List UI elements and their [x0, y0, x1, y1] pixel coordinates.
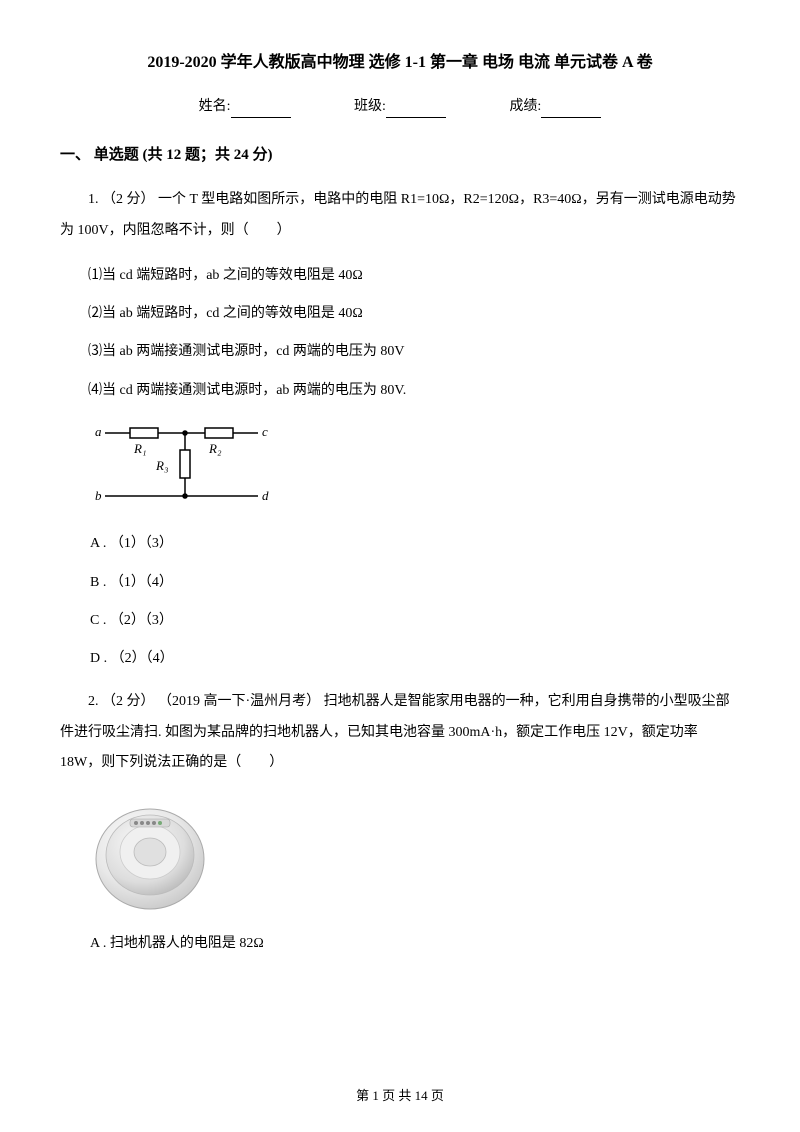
q1-sub3: ⑶当 ab 两端接通测试电源时，cd 两端的电压为 80V [60, 341, 740, 363]
q1-optC: C . （2）（3） [90, 610, 740, 632]
q1-sub4: ⑷当 cd 两端接通测试电源时，ab 两端的电压为 80V. [60, 380, 740, 402]
score-field: 成绩: [509, 96, 601, 118]
q1-sub1: ⑴当 cd 端短路时，ab 之间的等效电阻是 40Ω [60, 265, 740, 287]
q1-optA: A . （1）（3） [90, 533, 740, 555]
section-header: 一、 单选题 (共 12 题；共 24 分) [60, 143, 740, 167]
robot-image [90, 797, 210, 917]
circuit-diagram: a c b d R₁ R₂ R₃ [90, 418, 270, 513]
score-label: 成绩: [509, 99, 541, 114]
r2-label: R₂ [208, 441, 222, 456]
page-footer: 第 1 页 共 14 页 [0, 1086, 800, 1107]
node-c: c [262, 424, 268, 439]
class-field: 班级: [354, 96, 446, 118]
name-field: 姓名: [199, 96, 291, 118]
q2-stem: 2. （2 分） （2019 高一下·温州月考） 扫地机器人是智能家用电器的一种… [60, 687, 740, 779]
name-label: 姓名: [199, 99, 231, 114]
q2-optA: A . 扫地机器人的电阻是 82Ω [90, 933, 740, 955]
q1-sub2: ⑵当 ab 端短路时，cd 之间的等效电阻是 40Ω [60, 303, 740, 325]
name-blank[interactable] [231, 102, 291, 118]
r1-label: R₁ [133, 441, 146, 456]
class-blank[interactable] [386, 102, 446, 118]
q1-optD: D . （2）（4） [90, 648, 740, 670]
node-d: d [262, 488, 269, 503]
q1-optB: B . （1）（4） [90, 572, 740, 594]
node-b: b [95, 488, 102, 503]
q1-stem: 1. （2 分） 一个 T 型电路如图所示，电路中的电阻 R1=10Ω，R2=1… [60, 185, 740, 247]
class-label: 班级: [354, 99, 386, 114]
r3-label: R₃ [155, 458, 168, 473]
node-a: a [95, 424, 102, 439]
score-blank[interactable] [541, 102, 601, 118]
info-row: 姓名: 班级: 成绩: [60, 96, 740, 118]
exam-title: 2019-2020 学年人教版高中物理 选修 1-1 第一章 电场 电流 单元试… [60, 50, 740, 76]
